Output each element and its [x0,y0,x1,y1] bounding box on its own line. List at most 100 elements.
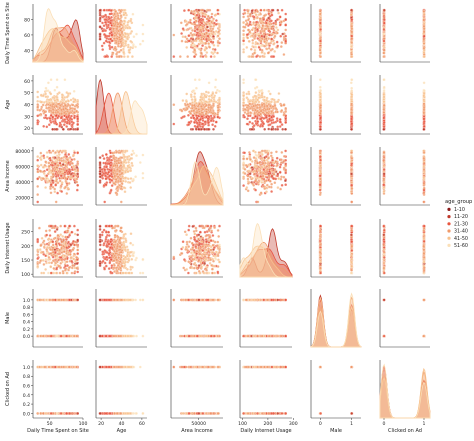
scatter-point [202,108,205,111]
scatter-point [76,169,79,172]
scatter-point [120,187,123,190]
scatter-point [59,171,62,174]
scatter-point [260,45,263,48]
scatter-point [218,98,221,101]
scatter-point [319,128,322,131]
scatter-point [242,114,245,117]
scatter-point [213,44,216,47]
scatter-point [110,189,113,192]
scatter-point [55,114,58,117]
scatter-point [284,24,287,27]
scatter-point [207,35,210,38]
scatter-point [280,161,283,164]
scatter-point [253,112,256,115]
scatter-point [383,9,386,12]
scatter-point [193,117,196,120]
scatter-point [256,42,259,45]
scatter-point [207,106,210,109]
subplot-1-4 [311,75,361,134]
scatter-point [116,173,119,176]
scatter-point [284,19,287,22]
scatter-point [266,25,269,28]
scatter-point [258,13,261,16]
scatter-point [58,91,61,94]
scatter-point [242,105,245,108]
scatter-point [267,128,270,131]
scatter-point [196,126,199,129]
scatter-point [51,105,54,108]
scatter-point [67,161,70,164]
scatter-point [107,16,110,19]
scatter-point [70,177,73,180]
scatter-point [198,19,201,22]
scatter-point [184,40,187,43]
scatter-point [101,30,104,33]
scatter-point [55,180,58,183]
scatter-point [99,173,102,176]
scatter-point [280,158,283,161]
scatter-point [383,37,386,40]
scatter-point [270,20,273,23]
scatter-point [40,164,43,167]
scatter-point [383,52,386,55]
scatter-point [179,55,182,58]
scatter-point [142,154,145,157]
scatter-point [196,45,199,48]
scatter-point [198,9,201,12]
scatter-point [263,32,266,35]
scatter-point [111,34,114,37]
subplot-2-3 [240,147,292,205]
y-tick-label: 60 [24,79,30,85]
scatter-point [117,45,120,48]
scatter-point [253,124,256,127]
scatter-point [128,49,131,52]
scatter-point [56,98,59,101]
scatter-point [129,186,132,189]
scatter-point [383,104,386,107]
scatter-point [267,37,270,40]
y-tick-label: 20000 [15,195,30,201]
scatter-point [181,40,184,43]
scatter-point [51,164,54,167]
scatter-point [113,169,116,172]
scatter-point [256,117,259,120]
scatter-point [101,177,104,180]
scatter-point [60,175,63,178]
scatter-point [76,181,79,184]
scatter-point [246,158,249,161]
scatter-point [201,126,204,129]
scatter-point [58,103,61,106]
scatter-point [350,45,353,48]
scatter-point [200,52,203,55]
scatter-point [36,103,39,106]
scatter-point [246,117,249,120]
scatter-point [119,170,122,173]
scatter-point [249,121,252,124]
scatter-point [193,121,196,124]
scatter-point [246,37,249,40]
scatter-point [122,169,125,172]
scatter-point [64,164,67,167]
scatter-point [383,98,386,101]
scatter-point [270,116,273,119]
scatter-point [51,116,54,119]
scatter-point [103,201,106,204]
scatter-point [40,101,43,104]
scatter-point [104,168,107,171]
scatter-point [265,22,268,25]
scatter-point [265,190,268,193]
scatter-point [42,104,45,107]
scatter-point [351,35,354,38]
scatter-point [67,92,70,95]
scatter-point [108,44,111,47]
scatter-point [105,172,108,175]
scatter-point [124,150,127,153]
scatter-point [128,51,131,54]
scatter-point [76,166,79,169]
scatter-point [105,153,108,156]
scatter-point [59,186,62,189]
scatter-point [252,21,255,24]
scatter-point [185,20,188,23]
scatter-point [112,165,115,168]
scatter-point [61,93,64,96]
